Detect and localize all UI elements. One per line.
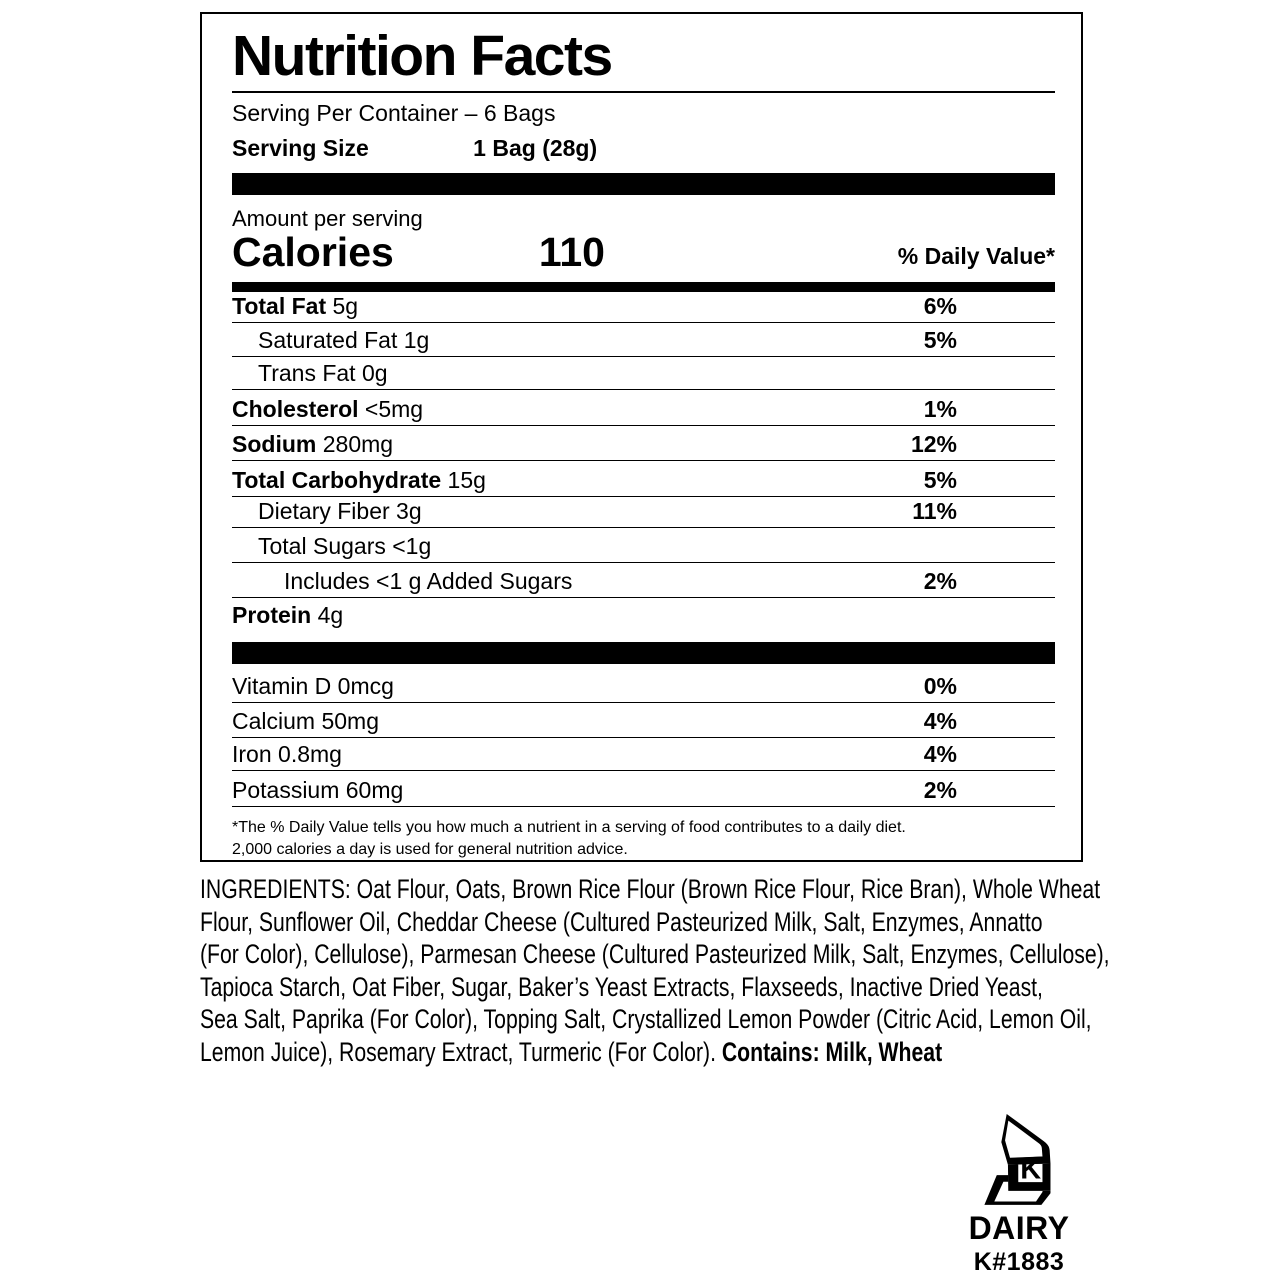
svg-text:K: K xyxy=(1020,1153,1041,1185)
